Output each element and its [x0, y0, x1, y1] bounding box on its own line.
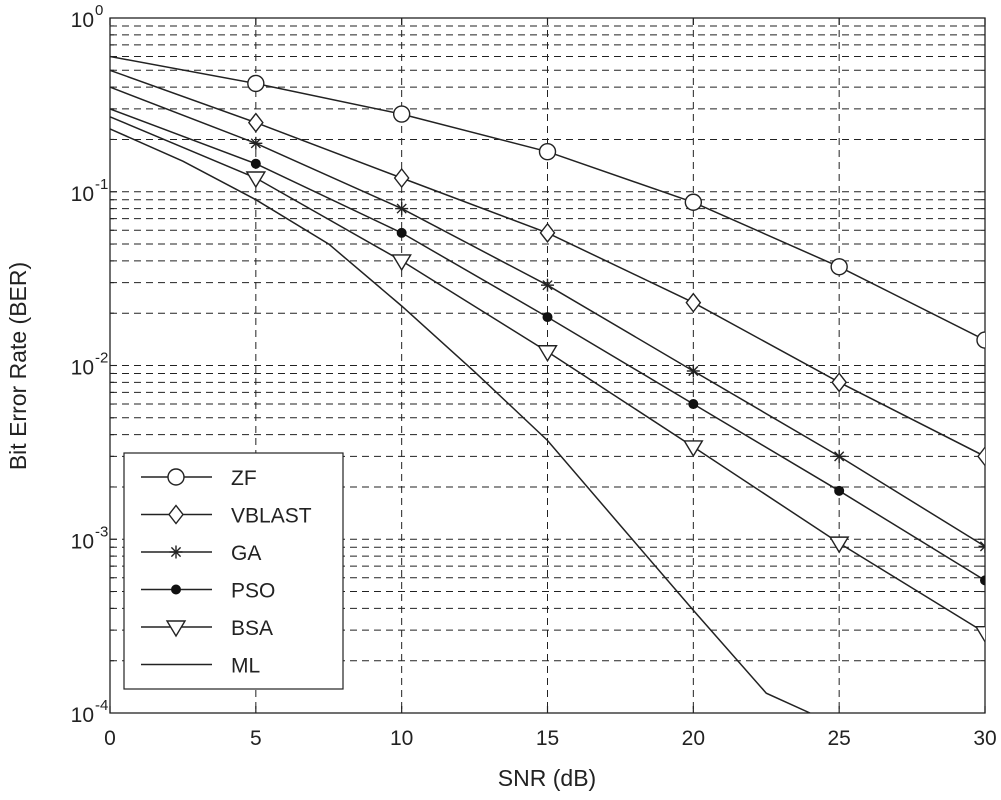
legend-marker	[169, 545, 183, 559]
x-tick-label: 10	[390, 727, 413, 750]
y-tick-base: 10	[71, 530, 94, 553]
x-axis-label: SNR (dB)	[498, 765, 596, 791]
legend-label: BSA	[231, 617, 273, 640]
x-tick-label: 30	[973, 727, 996, 750]
y-tick-base: 10	[71, 704, 94, 727]
data-point-zf	[830, 258, 848, 276]
data-point-ga	[978, 539, 985, 553]
data-point-bsa	[537, 345, 558, 363]
y-tick-exponent: -4	[95, 697, 108, 714]
legend-item-pso: PSO	[141, 580, 275, 603]
legend-item-zf: ZF	[141, 467, 257, 490]
y-tick-base: 10	[71, 357, 94, 380]
data-point-bsa	[245, 171, 267, 189]
data-point-ga	[541, 278, 554, 292]
legend-label: ZF	[231, 467, 257, 490]
legend-item-bsa: BSA	[141, 617, 273, 640]
data-point-pso	[396, 227, 407, 238]
y-tick-label: 10 -1	[71, 176, 109, 206]
data-point-vblast	[539, 222, 556, 243]
legend-item-ga: GA	[141, 542, 261, 565]
data-point-pso	[834, 485, 845, 496]
series-ga	[110, 86, 985, 553]
data-point-zf	[684, 193, 703, 211]
y-tick-exponent: -3	[95, 523, 108, 540]
y-tick-exponent: 0	[95, 2, 103, 19]
series-zf	[110, 55, 985, 349]
y-tick-exponent: -2	[95, 350, 108, 367]
data-point-zf	[538, 143, 557, 161]
data-point-ga	[832, 449, 846, 463]
series-vblast	[110, 69, 985, 467]
data-point-bsa	[828, 536, 850, 554]
data-point-vblast	[685, 292, 702, 313]
data-point-pso	[688, 399, 699, 410]
data-point-pso	[250, 158, 261, 169]
legend-label: VBLAST	[231, 505, 312, 528]
data-point-vblast	[831, 372, 848, 393]
data-point-ga	[686, 364, 700, 378]
data-point-bsa	[683, 440, 704, 458]
y-tick-label: 10 -2	[71, 350, 109, 380]
data-point-vblast	[977, 446, 985, 467]
data-point-pso	[980, 575, 985, 586]
y-tick-label: 10 0	[71, 2, 104, 32]
series-pso	[110, 108, 985, 586]
legend-box	[123, 452, 344, 690]
y-tick-base: 10	[71, 9, 94, 32]
legend-label: PSO	[231, 580, 275, 603]
legend-item-vblast: VBLAST	[141, 504, 312, 528]
data-point-zf	[976, 331, 985, 349]
data-point-ga	[395, 202, 409, 216]
x-tick-label: 25	[827, 727, 850, 750]
x-tick-label: 15	[536, 727, 559, 750]
x-tick-label: 0	[104, 727, 116, 750]
series-ml	[110, 128, 811, 713]
data-point-pso	[542, 312, 553, 323]
data-point-vblast	[247, 112, 264, 133]
legend-label: GA	[231, 542, 261, 565]
data-point-bsa	[974, 625, 985, 644]
data-series	[110, 55, 985, 713]
y-axis-label: Bit Error Rate (BER)	[5, 262, 31, 470]
legend-label: ML	[231, 655, 260, 678]
y-tick-label: 10 -3	[71, 523, 109, 553]
x-tick-label: 20	[682, 727, 705, 750]
legend: ZF VBLAST GA PSO BSA ML	[123, 452, 344, 690]
data-point-zf	[247, 74, 265, 93]
legend-marker	[171, 584, 181, 595]
y-tick-exponent: -1	[95, 176, 108, 193]
x-tick-label: 5	[250, 727, 262, 750]
legend-item-ml: ML	[141, 655, 260, 678]
y-tick-label: 10 -4	[71, 697, 109, 727]
y-tick-base: 10	[71, 183, 94, 206]
data-point-ga	[249, 136, 263, 150]
series-bsa	[110, 116, 985, 644]
data-point-bsa	[391, 254, 412, 272]
data-point-vblast	[393, 167, 410, 189]
legend-marker	[168, 504, 184, 525]
legend-marker	[167, 468, 185, 486]
data-point-zf	[392, 105, 411, 123]
series-line-ml	[110, 128, 811, 713]
legend-marker	[165, 620, 187, 638]
